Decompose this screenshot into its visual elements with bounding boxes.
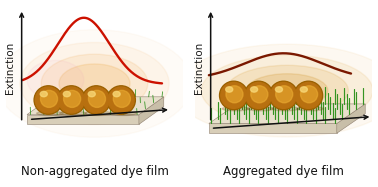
Ellipse shape xyxy=(246,74,328,108)
Ellipse shape xyxy=(201,55,373,126)
Ellipse shape xyxy=(40,90,57,107)
Ellipse shape xyxy=(221,82,247,108)
Ellipse shape xyxy=(109,111,136,116)
Ellipse shape xyxy=(34,86,62,114)
Ellipse shape xyxy=(85,111,112,116)
Polygon shape xyxy=(27,115,139,124)
Ellipse shape xyxy=(272,107,299,111)
Text: Extinction: Extinction xyxy=(5,41,15,94)
Ellipse shape xyxy=(276,87,282,92)
Ellipse shape xyxy=(113,91,120,97)
Ellipse shape xyxy=(301,86,318,103)
Ellipse shape xyxy=(37,111,64,116)
Ellipse shape xyxy=(83,87,109,113)
Ellipse shape xyxy=(40,91,47,97)
Ellipse shape xyxy=(63,91,70,97)
Ellipse shape xyxy=(276,86,293,103)
Ellipse shape xyxy=(57,86,86,114)
Ellipse shape xyxy=(246,82,271,108)
Ellipse shape xyxy=(41,54,148,113)
Text: Extinction: Extinction xyxy=(194,41,204,94)
Ellipse shape xyxy=(108,87,134,113)
Ellipse shape xyxy=(222,107,249,111)
Ellipse shape xyxy=(107,86,135,114)
Ellipse shape xyxy=(88,91,95,97)
Ellipse shape xyxy=(27,60,84,99)
Polygon shape xyxy=(139,97,164,124)
Ellipse shape xyxy=(251,87,258,92)
Ellipse shape xyxy=(271,82,296,108)
Ellipse shape xyxy=(175,44,378,137)
Ellipse shape xyxy=(20,42,169,125)
Polygon shape xyxy=(27,97,164,115)
Ellipse shape xyxy=(247,107,274,111)
Ellipse shape xyxy=(226,87,233,92)
Ellipse shape xyxy=(0,30,192,137)
Ellipse shape xyxy=(251,86,268,103)
Ellipse shape xyxy=(220,81,248,110)
Ellipse shape xyxy=(88,90,105,107)
Ellipse shape xyxy=(294,81,322,110)
Polygon shape xyxy=(209,123,337,133)
Ellipse shape xyxy=(59,87,84,113)
Polygon shape xyxy=(209,104,365,123)
Ellipse shape xyxy=(269,81,298,110)
Ellipse shape xyxy=(82,86,110,114)
Ellipse shape xyxy=(300,87,307,92)
Ellipse shape xyxy=(297,107,324,111)
Ellipse shape xyxy=(245,81,273,110)
Ellipse shape xyxy=(60,111,87,116)
Ellipse shape xyxy=(226,65,349,116)
Text: Aggregated dye film: Aggregated dye film xyxy=(223,165,344,178)
Text: Non-aggregated dye film: Non-aggregated dye film xyxy=(20,165,169,178)
Ellipse shape xyxy=(64,90,81,107)
Ellipse shape xyxy=(36,87,61,113)
Polygon shape xyxy=(337,104,365,133)
Ellipse shape xyxy=(113,90,130,107)
Ellipse shape xyxy=(296,82,321,108)
Ellipse shape xyxy=(59,64,130,103)
Ellipse shape xyxy=(226,86,243,103)
